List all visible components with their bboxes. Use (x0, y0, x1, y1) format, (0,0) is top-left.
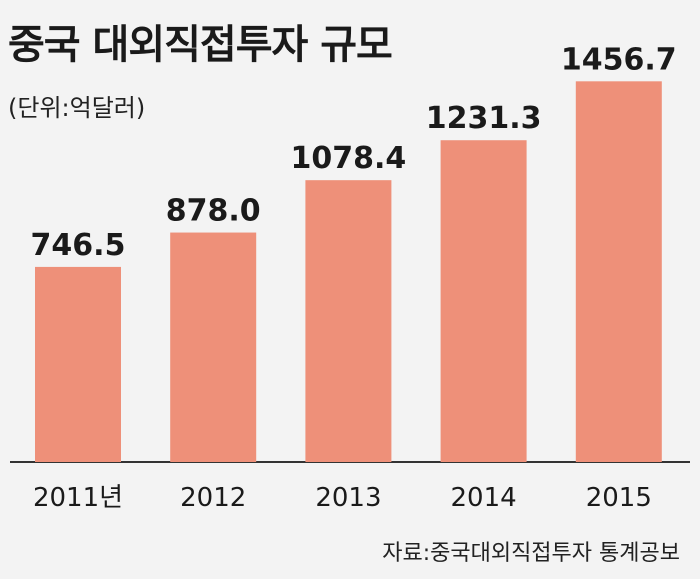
value-label-1: 878.0 (166, 194, 261, 229)
value-label-4: 1456.7 (561, 42, 677, 77)
x-tick-label-2: 2013 (315, 483, 381, 513)
chart-title: 중국 대외직접투자 규모 (8, 22, 393, 68)
x-tick-label-4: 2015 (586, 483, 652, 513)
bar-1 (170, 232, 257, 462)
x-tick-label-0: 2011년 (33, 483, 123, 513)
source-note: 자료:중국대외직접투자 통계공보 (382, 541, 680, 566)
x-tick-label-1: 2012 (180, 483, 246, 513)
unit-note: (단위:억달러) (8, 94, 146, 122)
bar-2 (305, 180, 392, 462)
x-tick-label-3: 2014 (451, 483, 517, 513)
bar-3 (440, 140, 527, 462)
bar-0 (35, 266, 121, 462)
value-label-0: 746.5 (31, 228, 126, 263)
value-label-3: 1231.3 (426, 101, 542, 136)
bar-4 (575, 81, 662, 462)
value-label-2: 1078.4 (291, 141, 407, 176)
